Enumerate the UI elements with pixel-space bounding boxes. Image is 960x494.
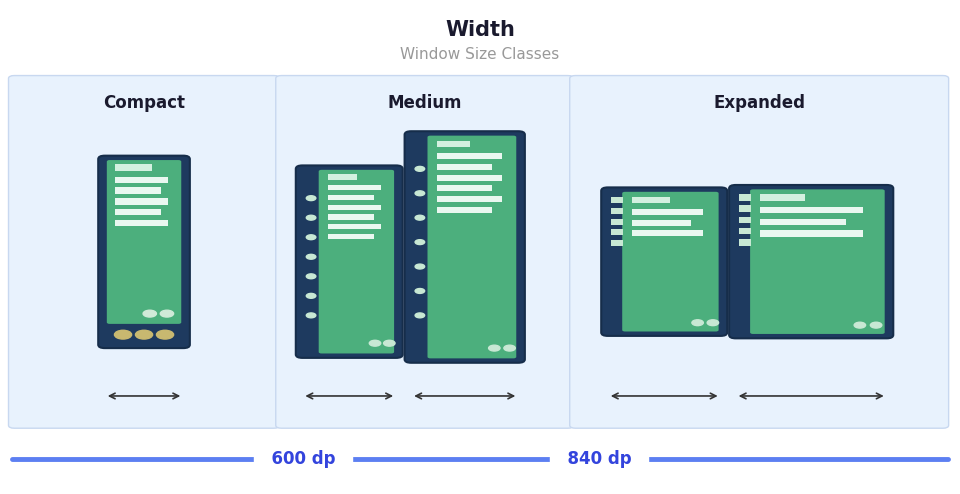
FancyBboxPatch shape	[569, 76, 948, 428]
Bar	[328, 214, 374, 220]
Circle shape	[415, 240, 424, 245]
Bar	[115, 209, 161, 215]
Text: Medium: Medium	[388, 94, 462, 112]
Circle shape	[415, 215, 424, 220]
Bar	[328, 234, 374, 239]
Bar	[611, 197, 623, 203]
Bar	[437, 164, 492, 170]
Circle shape	[306, 215, 316, 220]
Bar	[611, 229, 623, 235]
Text: Window Size Classes: Window Size Classes	[400, 46, 560, 62]
Bar	[632, 230, 704, 236]
Circle shape	[692, 320, 704, 326]
FancyBboxPatch shape	[404, 131, 525, 363]
Bar	[759, 194, 805, 201]
Bar	[738, 217, 751, 223]
Circle shape	[384, 340, 396, 346]
FancyBboxPatch shape	[622, 192, 719, 331]
Bar	[115, 177, 168, 183]
Bar	[115, 198, 168, 205]
FancyBboxPatch shape	[319, 170, 395, 354]
Bar	[611, 208, 623, 214]
Bar	[328, 205, 381, 210]
Bar	[632, 197, 670, 203]
Bar	[738, 194, 751, 201]
Circle shape	[854, 322, 866, 328]
Text: Compact: Compact	[103, 94, 185, 112]
Circle shape	[306, 293, 316, 298]
Text: 840 dp: 840 dp	[556, 451, 643, 468]
FancyBboxPatch shape	[9, 76, 279, 428]
Bar	[759, 207, 863, 213]
FancyBboxPatch shape	[276, 76, 573, 428]
Circle shape	[135, 330, 153, 339]
Bar	[115, 220, 168, 226]
Bar	[328, 185, 381, 190]
FancyBboxPatch shape	[296, 165, 402, 358]
Circle shape	[160, 310, 174, 317]
Text: Width: Width	[445, 20, 515, 40]
Circle shape	[143, 310, 156, 317]
Circle shape	[306, 235, 316, 240]
FancyBboxPatch shape	[750, 189, 885, 334]
FancyBboxPatch shape	[601, 187, 728, 336]
Bar	[632, 209, 704, 215]
Bar	[759, 230, 863, 237]
Bar	[437, 175, 502, 181]
Bar	[437, 196, 502, 202]
FancyBboxPatch shape	[98, 156, 190, 348]
Bar	[611, 240, 623, 246]
Text: Expanded: Expanded	[713, 94, 805, 112]
FancyBboxPatch shape	[107, 160, 181, 324]
Circle shape	[306, 274, 316, 279]
Circle shape	[306, 254, 316, 259]
Circle shape	[114, 330, 132, 339]
Circle shape	[415, 313, 424, 318]
Bar	[328, 195, 374, 200]
Circle shape	[370, 340, 381, 346]
Circle shape	[489, 345, 500, 351]
Bar	[115, 165, 152, 171]
Circle shape	[415, 191, 424, 196]
Circle shape	[708, 320, 719, 326]
Text: 600 dp: 600 dp	[260, 451, 347, 468]
Bar	[738, 206, 751, 212]
Circle shape	[415, 166, 424, 171]
Bar	[328, 174, 357, 180]
Bar	[611, 219, 623, 225]
Bar	[437, 140, 470, 147]
FancyBboxPatch shape	[427, 136, 516, 358]
Circle shape	[415, 264, 424, 269]
Bar	[632, 220, 691, 225]
Circle shape	[504, 345, 516, 351]
Bar	[115, 187, 161, 194]
Bar	[738, 228, 751, 234]
Bar	[759, 219, 846, 225]
Circle shape	[306, 196, 316, 201]
Bar	[437, 153, 502, 159]
Circle shape	[156, 330, 174, 339]
Bar	[738, 239, 751, 246]
Bar	[328, 224, 381, 229]
Bar	[437, 185, 492, 191]
Circle shape	[306, 313, 316, 318]
FancyBboxPatch shape	[729, 185, 893, 338]
Bar	[437, 207, 492, 213]
Circle shape	[871, 322, 882, 328]
Circle shape	[415, 288, 424, 293]
